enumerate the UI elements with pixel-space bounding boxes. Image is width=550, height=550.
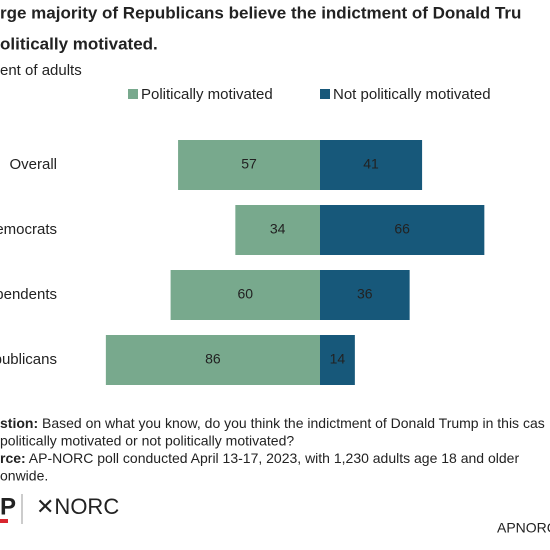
note: politically motivated or not politically… xyxy=(0,432,294,448)
chart-title: olitically motivated. xyxy=(0,34,158,53)
logo-accent xyxy=(0,519,8,523)
subtitle: ent of adults xyxy=(0,62,82,79)
value-label: 66 xyxy=(394,221,410,237)
bar xyxy=(320,140,423,190)
note: rce: AP-NORC poll conducted April 13-17,… xyxy=(0,450,519,466)
legend-swatch xyxy=(320,89,330,99)
note: stion: Based on what you know, do you th… xyxy=(0,415,545,431)
note-text: Based on what you know, do you think the… xyxy=(38,415,545,431)
legend-label: Not politically motivated xyxy=(333,86,491,103)
value-label: 14 xyxy=(330,351,346,367)
category-label: publicans xyxy=(0,351,57,368)
logo: ✕NORC xyxy=(36,494,119,519)
value-label: 34 xyxy=(270,221,286,237)
legend-swatch xyxy=(128,89,138,99)
value-label: 86 xyxy=(205,351,221,367)
bar xyxy=(105,335,320,385)
category-label: pendents xyxy=(0,286,57,303)
category-label: Overall xyxy=(9,156,57,173)
legend-label: Politically motivated xyxy=(141,86,273,103)
bar xyxy=(320,270,410,320)
note-text: politically motivated or not politically… xyxy=(0,432,294,448)
note-text: onwide. xyxy=(0,467,48,483)
bar xyxy=(320,205,485,255)
value-label: 41 xyxy=(363,156,379,172)
logo: P xyxy=(0,493,16,520)
value-label: 60 xyxy=(238,286,254,302)
chart-title: rge majority of Republicans believe the … xyxy=(0,3,521,22)
bar xyxy=(170,270,320,320)
source-tag: APNORC xyxy=(497,520,550,536)
note-text: AP-NORC poll conducted April 13-17, 2023… xyxy=(26,450,520,466)
value-label: 57 xyxy=(241,156,257,172)
note-label: stion: xyxy=(0,415,38,431)
bar xyxy=(178,140,320,190)
note-label: rce: xyxy=(0,450,26,466)
note: onwide. xyxy=(0,467,48,483)
bar xyxy=(235,205,320,255)
bar xyxy=(320,335,355,385)
category-label: emocrats xyxy=(0,221,57,238)
value-label: 36 xyxy=(357,286,373,302)
